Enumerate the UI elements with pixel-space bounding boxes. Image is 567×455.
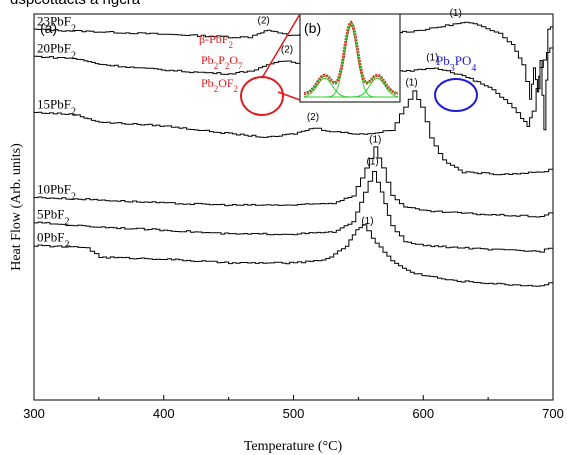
peak-label: (1): [369, 135, 381, 146]
series-line-10PbF2: [34, 146, 554, 218]
series-label-0PbF2: 0PbF2: [37, 230, 69, 251]
series-line-20PbF2: [34, 44, 554, 127]
x-axis-label: Temperature (°C): [244, 439, 343, 454]
inset-connector-bottom: [277, 91, 301, 101]
series-label-20PbF2: 20PbF2: [37, 40, 76, 61]
peak-label: (1): [405, 77, 417, 88]
phase-pb3po4: Pb3PO4: [436, 53, 476, 74]
highlight-circle-blue: [434, 78, 478, 112]
series-line-5PbF2: [34, 171, 554, 253]
x-tick-label: 600: [412, 406, 434, 421]
peak-label: (1): [426, 52, 438, 63]
inset-panel: (b): [299, 13, 401, 103]
peak-label: (1): [361, 216, 373, 227]
series-label-10PbF2: 10PbF2: [37, 181, 76, 202]
peak-label: (2): [258, 15, 270, 26]
inset-connector-top: [261, 13, 301, 79]
highlight-circle-red: [240, 76, 284, 116]
phase-beta-pbf2: β-PbF2: [199, 32, 233, 50]
series-label-23PbF2: 23PbF2: [37, 13, 76, 34]
inset-label: (b): [304, 20, 321, 36]
panel-label: (a): [40, 20, 57, 36]
inset-frame: [299, 13, 401, 103]
series-label-15PbF2: 15PbF2: [37, 96, 76, 117]
peak-label: (2): [307, 112, 319, 123]
series-line-23PbF2: [34, 21, 554, 131]
series-line-0PbF2: [34, 224, 554, 287]
phase-pb2of2: Pb2OF2: [201, 76, 238, 94]
peak-label: (2): [281, 44, 293, 55]
x-tick-label: 300: [23, 406, 45, 421]
x-tick-label: 400: [153, 406, 175, 421]
inset-fit-component: [304, 77, 399, 98]
x-tick-label: 500: [283, 406, 305, 421]
series-label-5PbF2: 5PbF2: [37, 206, 69, 227]
peak-label: (1): [367, 156, 379, 167]
phase-pb2p2o7: Pb2P2O7: [201, 53, 243, 71]
inset-fit-sum: [303, 21, 399, 95]
peak-label: (1): [450, 8, 462, 19]
series-line-15PbF2: [34, 90, 554, 176]
y-axis-label: Heat Flow (Arb. units): [9, 143, 24, 271]
page-header: dspcottacts a ngcra: [10, 0, 140, 8]
x-tick-label: 700: [542, 406, 564, 421]
